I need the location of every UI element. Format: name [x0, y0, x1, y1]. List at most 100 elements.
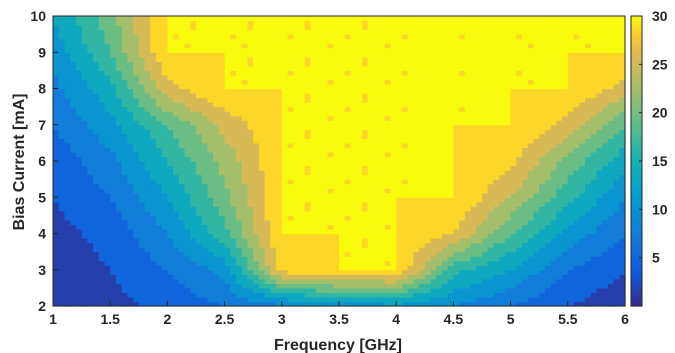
heatmap-cell: [207, 219, 214, 226]
heatmap-cell: [482, 106, 489, 112]
heatmap-cell: [482, 165, 489, 171]
heatmap-cell: [121, 269, 128, 275]
heatmap-cell: [459, 161, 466, 167]
heatmap-cell: [213, 138, 220, 144]
heatmap-cell: [413, 102, 420, 108]
heatmap-cell: [276, 292, 283, 298]
heatmap-cell: [173, 251, 180, 257]
heatmap-cell: [556, 260, 563, 266]
heatmap-cell: [384, 233, 392, 239]
heatmap-cell: [504, 88, 512, 94]
heatmap-cell: [544, 124, 552, 130]
heatmap-cell: [173, 233, 180, 239]
heatmap-cell: [121, 79, 128, 85]
heatmap-cell: [562, 256, 569, 262]
heatmap-cell: [407, 256, 414, 262]
heatmap-cell: [504, 142, 512, 149]
heatmap-cell: [373, 265, 380, 271]
heatmap-cell: [407, 174, 414, 180]
heatmap-cell: [527, 170, 535, 176]
heatmap-cell: [264, 274, 271, 280]
heatmap-cell: [419, 102, 426, 108]
heatmap-cell: [556, 147, 563, 153]
heatmap-cell: [350, 283, 357, 289]
heatmap-cell: [607, 147, 615, 153]
heatmap-cell: [476, 93, 483, 99]
heatmap-cell: [350, 151, 357, 158]
heatmap-cell: [590, 242, 597, 248]
heatmap-cell: [236, 111, 243, 117]
heatmap-cell: [115, 165, 123, 171]
heatmap-cell: [310, 124, 317, 130]
heatmap-cell: [287, 247, 294, 253]
heatmap-cell: [493, 274, 500, 280]
heatmap-cell: [75, 192, 83, 198]
heatmap-cell: [70, 79, 77, 85]
heatmap-cell: [413, 106, 420, 112]
heatmap-cell: [441, 296, 449, 303]
heatmap-cell: [115, 106, 123, 112]
heatmap-cell: [247, 224, 254, 230]
heatmap-cell: [441, 265, 449, 271]
heatmap-cell: [533, 156, 540, 162]
heatmap-cell: [155, 256, 163, 262]
heatmap-cell: [579, 142, 586, 149]
heatmap-cell: [64, 296, 71, 303]
heatmap-cell: [58, 133, 66, 139]
heatmap-cell: [167, 274, 174, 280]
heatmap-cell: [150, 192, 157, 198]
heatmap-cell: [447, 260, 454, 266]
heatmap-cell: [584, 179, 592, 185]
heatmap-cell: [201, 106, 209, 112]
heatmap-cell: [127, 215, 134, 221]
heatmap-cell: [619, 102, 626, 108]
heatmap-cell: [527, 111, 535, 117]
heatmap-cell: [81, 296, 88, 303]
heatmap-cell: [504, 215, 512, 221]
heatmap-cell: [522, 111, 529, 117]
heatmap-cell: [207, 238, 214, 244]
heatmap-cell: [499, 265, 506, 271]
heatmap-cell: [436, 260, 443, 266]
heatmap-cell: [53, 215, 60, 221]
heatmap-cell: [441, 269, 449, 275]
heatmap-cell: [161, 97, 168, 103]
heatmap-cell: [241, 206, 249, 212]
heatmap-cell: [104, 183, 111, 189]
heatmap-cell: [167, 256, 174, 262]
heatmap-cell: [304, 192, 311, 198]
heatmap-cell: [544, 210, 552, 216]
heatmap-cell: [339, 165, 346, 171]
heatmap-cell: [241, 97, 249, 103]
heatmap-cell: [53, 274, 60, 280]
heatmap-cell: [396, 215, 403, 221]
heatmap-cell: [441, 142, 449, 149]
heatmap-cell: [390, 138, 397, 144]
heatmap-cell: [253, 133, 260, 139]
heatmap-cell: [53, 287, 60, 294]
heatmap-cell: [253, 179, 260, 185]
heatmap-cell: [602, 124, 609, 130]
heatmap-cell: [459, 183, 466, 189]
heatmap-cell: [110, 129, 117, 135]
heatmap-cell: [579, 219, 586, 226]
heatmap-cell: [190, 224, 197, 230]
heatmap-cell: [70, 296, 77, 303]
heatmap-cell: [87, 228, 94, 235]
heatmap-cell: [441, 79, 449, 85]
heatmap-cell: [367, 224, 374, 230]
heatmap-cell: [522, 274, 529, 280]
heatmap-cell: [161, 206, 168, 212]
heatmap-cell: [224, 179, 231, 185]
heatmap-cell: [241, 124, 249, 130]
heatmap-cell: [504, 93, 512, 99]
heatmap-cell: [53, 115, 60, 121]
heatmap-cell: [161, 260, 168, 266]
heatmap-cell: [184, 124, 191, 130]
heatmap-cell: [201, 156, 209, 162]
heatmap-cell: [201, 124, 209, 130]
heatmap-cell: [350, 256, 357, 262]
heatmap-cell: [436, 210, 443, 216]
heatmap-cell: [567, 292, 575, 298]
heatmap-cell: [241, 260, 249, 266]
